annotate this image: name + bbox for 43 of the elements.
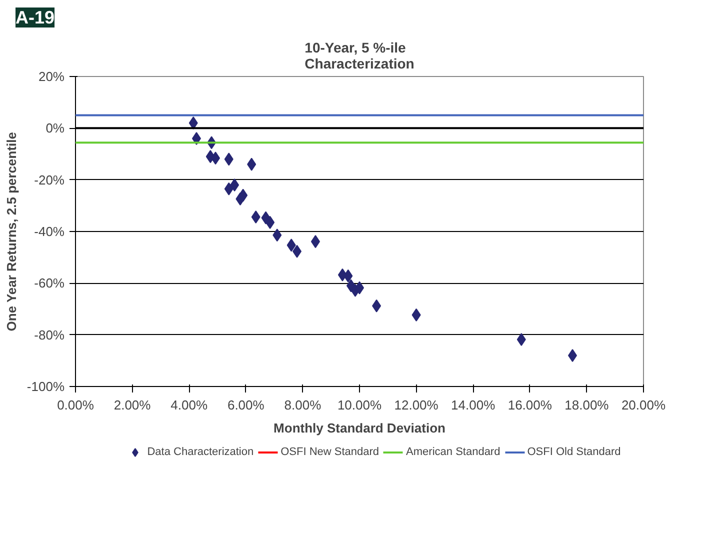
x-axis-title: Monthly Standard Deviation — [274, 420, 446, 436]
x-tick-label: 12.00% — [394, 398, 439, 412]
point — [412, 308, 421, 322]
x-tick-label: 2.00% — [114, 398, 152, 412]
point — [188, 116, 198, 130]
legend-label: OSFI Old Standard — [527, 446, 621, 458]
point — [230, 178, 240, 192]
point — [272, 228, 282, 242]
point — [224, 152, 234, 166]
point — [251, 210, 260, 224]
point — [247, 158, 256, 171]
point — [211, 152, 220, 165]
y-tick-label: -60% — [34, 276, 65, 291]
y-tick-label: -40% — [34, 224, 65, 239]
point — [224, 182, 234, 196]
x-tick-label: 14.00% — [451, 398, 496, 412]
point — [310, 235, 320, 248]
y-tick-label: 0% — [46, 120, 65, 136]
y-axis-title: One Year Returns, 2.5 percentile — [4, 132, 19, 332]
point — [344, 269, 353, 282]
legend-label: Data Characterization — [147, 446, 254, 458]
chart-title: 10-Year, 5 %-ile Characterization — [304, 40, 414, 72]
x-tick-label: 4.00% — [170, 398, 208, 412]
point — [266, 216, 275, 229]
x-tick-label: 18.00% — [564, 398, 610, 412]
text: OSFI New Standard — [280, 446, 380, 458]
x-tick-label: 8.00% — [284, 398, 322, 412]
x-tick-label: 20.00% — [621, 398, 666, 412]
x-tick-label: 6.00% — [227, 398, 265, 412]
point — [292, 244, 302, 258]
legend-label: American Standard — [406, 446, 500, 458]
point — [372, 299, 382, 312]
x-tick-label: 16.00% — [508, 398, 552, 412]
y-tick-label: -80% — [34, 327, 65, 342]
point — [236, 192, 245, 206]
point — [516, 332, 526, 346]
y-tick-label: -100% — [26, 379, 65, 394]
y-tick-label: 20% — [38, 69, 65, 84]
text: A-19 — [16, 8, 55, 28]
y-tick-label: -20% — [34, 172, 65, 188]
x-tick-label: 10.00% — [337, 398, 382, 412]
point — [286, 238, 296, 252]
x-tick-label: 0.00% — [57, 398, 94, 412]
